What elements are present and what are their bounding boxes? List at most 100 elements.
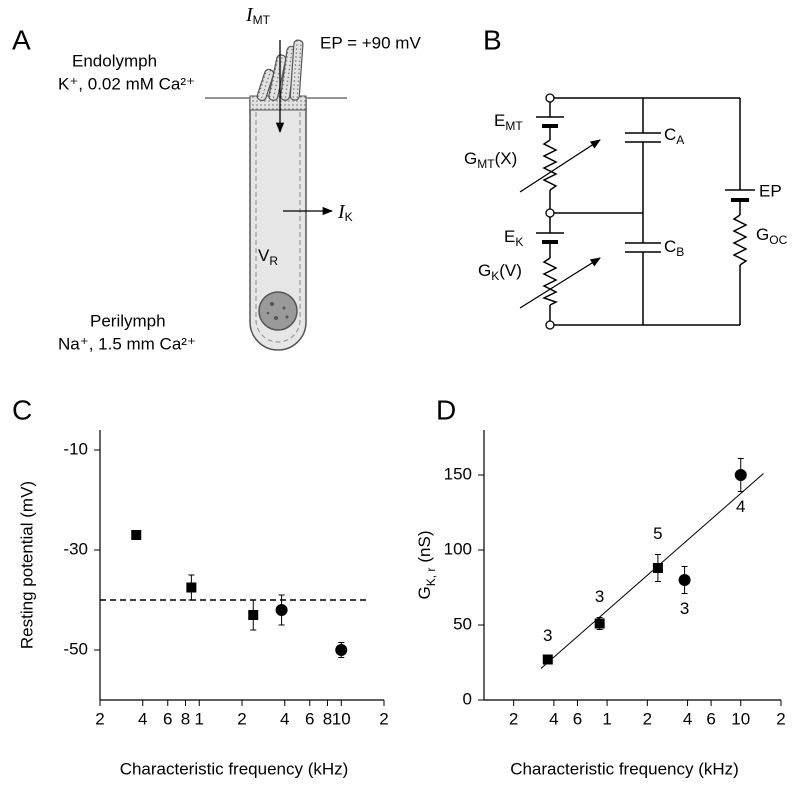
panel-b: B	[464, 24, 788, 330]
x-tick-label: 8	[323, 709, 332, 728]
label-sub: MT	[477, 157, 495, 171]
label-sub: MT	[253, 13, 271, 27]
label-unit: (nS)	[415, 530, 434, 562]
label-sub: MT	[505, 119, 523, 133]
endolymph-label: Endolymph	[72, 51, 157, 70]
x-tick-label: 1	[602, 709, 611, 728]
label-base: E	[504, 227, 515, 246]
x-tick-label: 1	[195, 709, 204, 728]
label-sub: K	[345, 210, 353, 224]
label-base: G	[464, 149, 477, 168]
label-base: G	[478, 261, 491, 280]
x-tick-label: 6	[163, 709, 172, 728]
label-tail: (X)	[495, 149, 518, 168]
x-tick-label: 4	[549, 709, 558, 728]
c-a-label: CA	[664, 125, 684, 147]
x-tick-label: 6	[706, 709, 715, 728]
point	[542, 654, 553, 665]
stereocilia	[256, 39, 304, 102]
x-tick-label: 4	[683, 709, 692, 728]
label-sub: A	[676, 133, 684, 147]
circuit-elements	[519, 93, 755, 330]
n-label: 3	[595, 587, 604, 606]
i-k-label: IK	[337, 201, 353, 225]
panel-letter: D	[436, 394, 456, 425]
y-tick-label: -30	[63, 539, 88, 558]
panel-letter: B	[483, 24, 502, 55]
y-axis-label: GK, r (nS)	[415, 530, 438, 599]
circuit-wires	[542, 97, 748, 326]
n-label: 3	[543, 626, 552, 645]
g-oc-label: GOC	[756, 225, 788, 247]
label-sub: K	[515, 235, 523, 249]
x-tick-label: 10	[731, 709, 750, 728]
y-tick-label: 150	[444, 464, 472, 483]
point	[275, 604, 288, 616]
nucleus-dots	[266, 302, 289, 320]
y-tick-label: -50	[63, 639, 88, 658]
x-tick-label: 2	[379, 709, 388, 728]
g-k-label: GK(V)	[478, 261, 522, 283]
ep-label: EP = +90 mV	[320, 33, 421, 52]
y-tick-label: 100	[444, 539, 472, 558]
label-base: G	[756, 225, 769, 244]
x-tick-label: 2	[643, 709, 652, 728]
y-tick-label: 0	[463, 689, 472, 708]
label-base: V	[258, 246, 270, 265]
perilymph-label: Perilymph	[90, 311, 166, 330]
label-sub: K, r	[424, 568, 438, 587]
y-axis-label: Resting potential (mV)	[17, 481, 36, 649]
label-base: E	[494, 111, 505, 130]
label-base: G	[415, 586, 434, 599]
e-k-label: EK	[504, 227, 523, 249]
point	[248, 610, 259, 620]
i-mt-label: IMT	[245, 4, 271, 28]
label-base: C	[664, 125, 676, 144]
hair-cell	[249, 99, 307, 351]
x-tick-label: 2	[237, 709, 246, 728]
v-r-label: VR	[258, 246, 278, 268]
panel-a: A IMT IK VR EP = +90 mV Endolymph K⁺, 0.…	[12, 4, 421, 354]
x-tick-label: 10	[332, 709, 351, 728]
point	[186, 582, 197, 593]
cell-outline	[255, 112, 301, 343]
x-tick-label: 2	[776, 709, 785, 728]
endolymph-ions: K⁺, 0.02 mM Ca²⁺	[58, 74, 195, 93]
point	[335, 644, 348, 656]
label-base: I	[245, 4, 254, 26]
g-mt-label: GMT(X)	[464, 149, 517, 171]
x-axis-label: Characteristic frequency (kHz)	[510, 759, 739, 778]
x-tick-label: 8	[181, 709, 190, 728]
point	[652, 563, 663, 573]
label-sub: B	[676, 245, 684, 259]
c-b-label: CB	[664, 237, 684, 259]
x-tick-label: 6	[305, 709, 314, 728]
panel-letter: A	[12, 24, 31, 55]
ep-source-label: EP	[759, 181, 782, 200]
perilymph-ions: Na⁺, 1.5 mm Ca²⁺	[58, 334, 196, 353]
label-sub: R	[269, 254, 278, 268]
panel-letter: C	[12, 394, 32, 425]
y-tick-label: 50	[453, 614, 472, 633]
x-tick-label: 2	[95, 709, 104, 728]
n-label: 4	[736, 497, 745, 516]
label-tail: (V)	[499, 261, 522, 280]
label-base: C	[664, 237, 676, 256]
x-tick-label: 2	[509, 709, 518, 728]
point	[131, 530, 142, 540]
label-base: I	[337, 201, 346, 223]
label-sub: K	[491, 269, 499, 283]
x-axis-label: Characteristic frequency (kHz)	[120, 759, 349, 778]
point	[678, 574, 691, 586]
nucleus	[258, 291, 298, 331]
x-tick-label: 4	[280, 709, 289, 728]
label-sub: OC	[769, 233, 787, 247]
point	[734, 469, 747, 481]
e-mt-label: EMT	[494, 111, 523, 133]
x-tick-label: 4	[138, 709, 147, 728]
x-tick-label: 6	[573, 709, 582, 728]
fit-line	[540, 473, 764, 669]
